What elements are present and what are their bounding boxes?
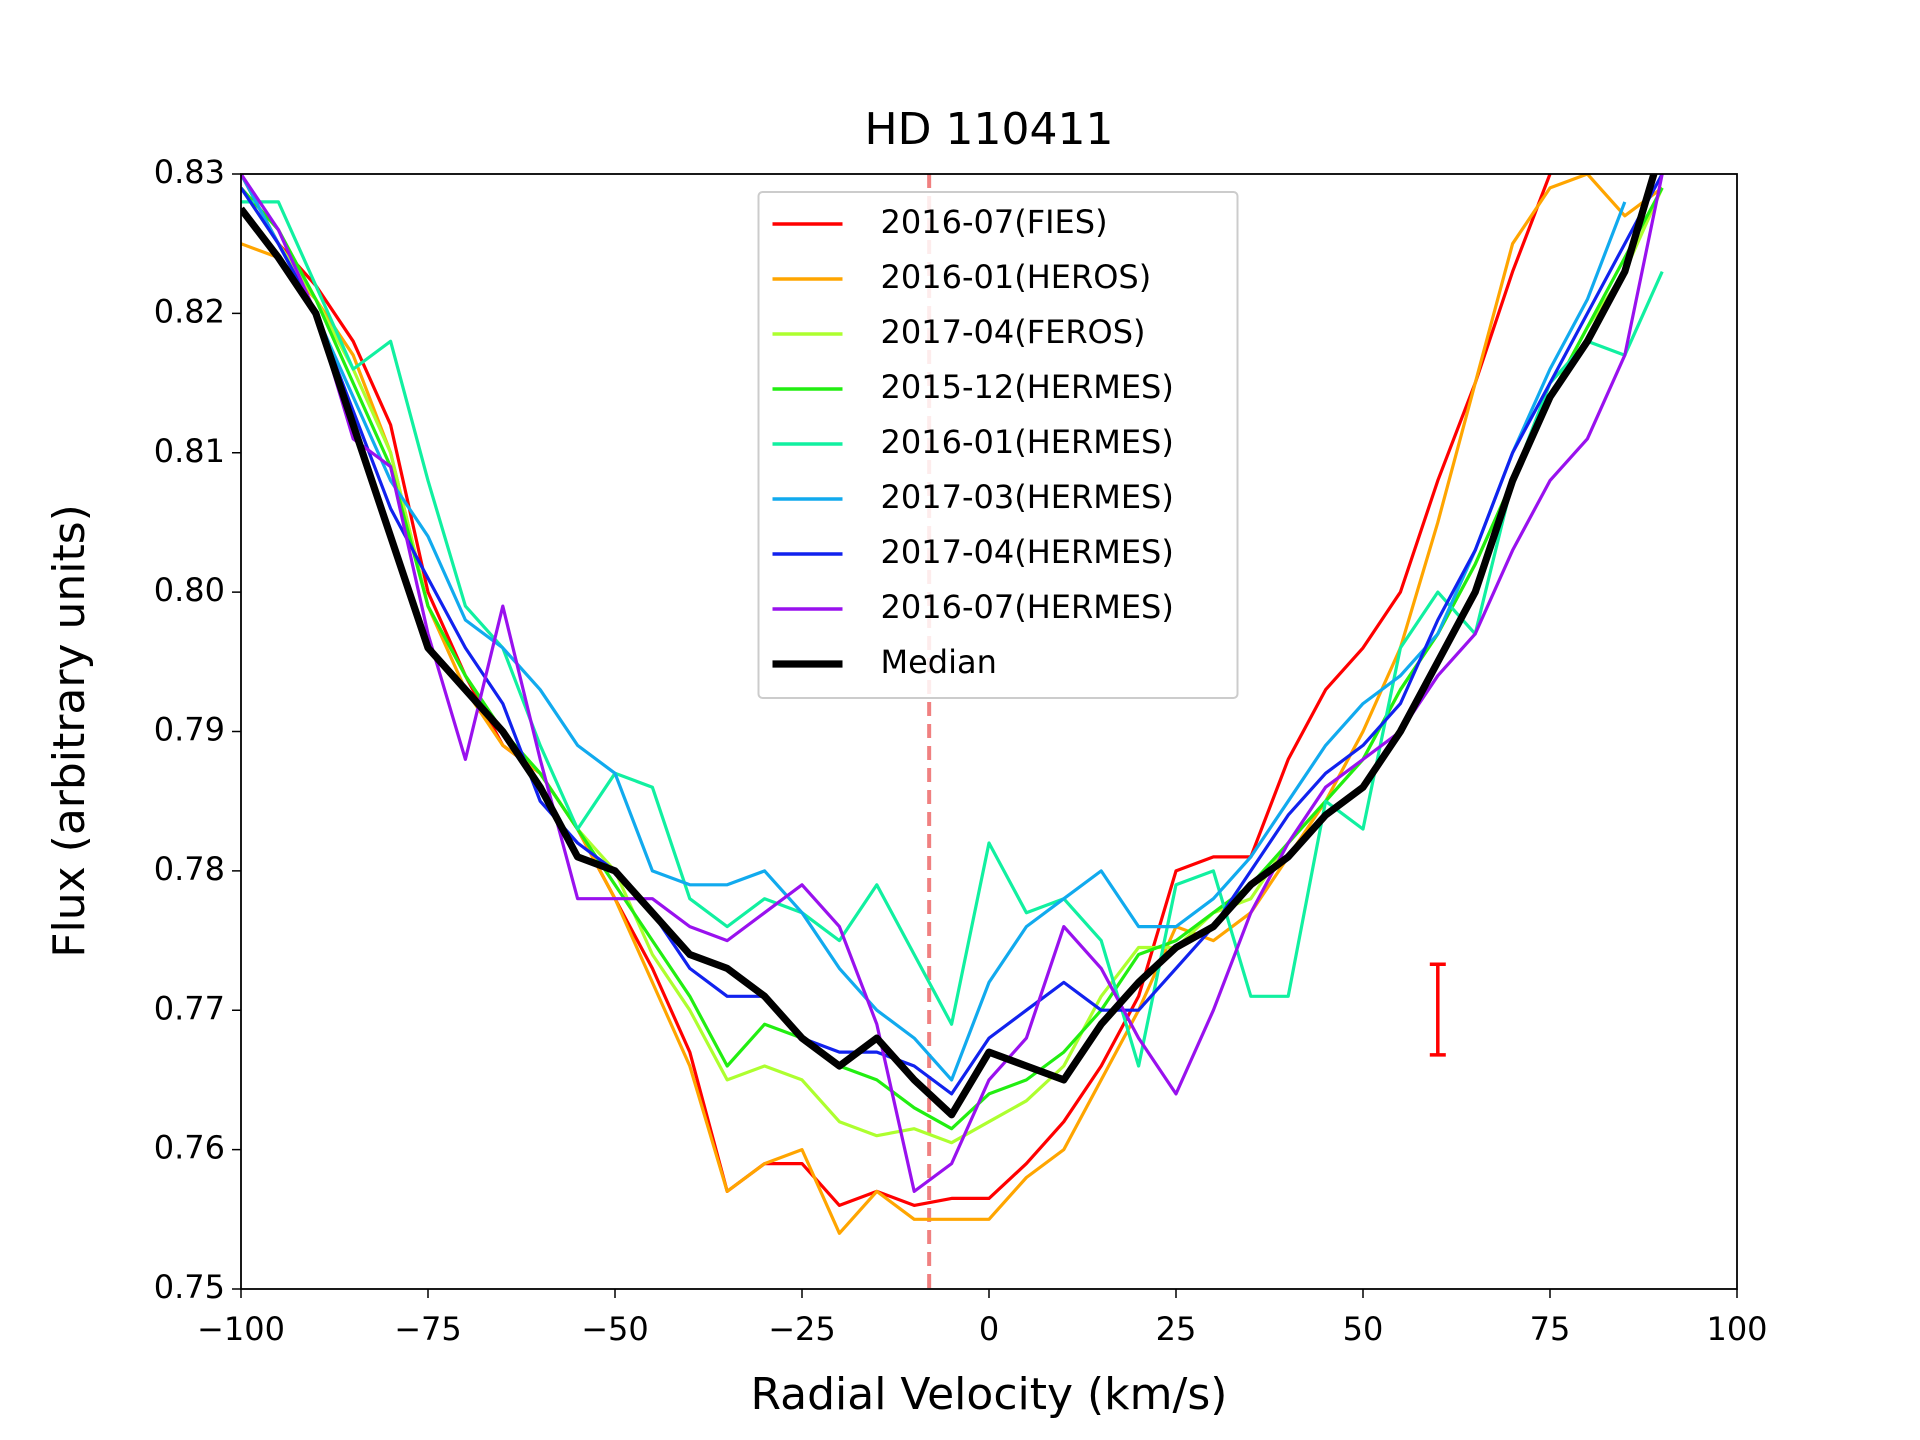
y-tick-label: 0.78: [154, 850, 225, 888]
series-line: [241, 174, 1664, 1096]
x-tick-label: 0: [979, 1310, 999, 1348]
legend-label: 2017-04(FEROS): [881, 313, 1146, 351]
legend-label: 2017-04(HERMES): [881, 533, 1174, 571]
series-line: [241, 186, 1664, 1131]
series-line: [241, 174, 1658, 1119]
legend-label: 2016-07(HERMES): [881, 588, 1174, 626]
x-tick-label: −75: [394, 1310, 462, 1348]
x-tick-label: −50: [581, 1310, 649, 1348]
y-tick-label: 0.76: [154, 1129, 225, 1167]
y-tick-label: 0.77: [154, 989, 225, 1027]
x-tick-label: −25: [768, 1310, 836, 1348]
y-tick-label: 0.79: [154, 711, 225, 749]
plot-area: [241, 174, 1664, 1289]
x-axis-label: Radial Velocity (km/s): [751, 1369, 1228, 1420]
x-tick-label: −100: [197, 1310, 285, 1348]
series-line: [241, 174, 1627, 1082]
legend-label: 2016-07(FIES): [881, 203, 1108, 241]
y-tick-label: 0.81: [154, 432, 225, 470]
x-tick-label: 75: [1530, 1310, 1571, 1348]
legend-label: 2016-01(HEROS): [881, 258, 1152, 296]
chart-title: HD 110411: [865, 104, 1114, 155]
x-tick-label: 25: [1156, 1310, 1197, 1348]
legend-label: Median: [881, 643, 997, 681]
y-axis-label: Flux (arbitrary units): [44, 504, 95, 958]
y-tick-label: 0.83: [154, 153, 225, 191]
legend-label: 2015-12(HERMES): [881, 368, 1174, 406]
legend-box: [757, 191, 1239, 699]
series-line: [241, 200, 1664, 1068]
x-tick-label: 100: [1706, 1310, 1767, 1348]
legend-label: 2016-01(HERMES): [881, 423, 1174, 461]
y-tick-label: 0.75: [154, 1268, 225, 1306]
y-tick-label: 0.80: [154, 571, 225, 609]
x-tick-label: 50: [1343, 1310, 1384, 1348]
y-tick-label: 0.82: [154, 292, 225, 330]
legend-label: 2017-03(HERMES): [881, 478, 1174, 516]
plot-frame: [240, 173, 1738, 1290]
